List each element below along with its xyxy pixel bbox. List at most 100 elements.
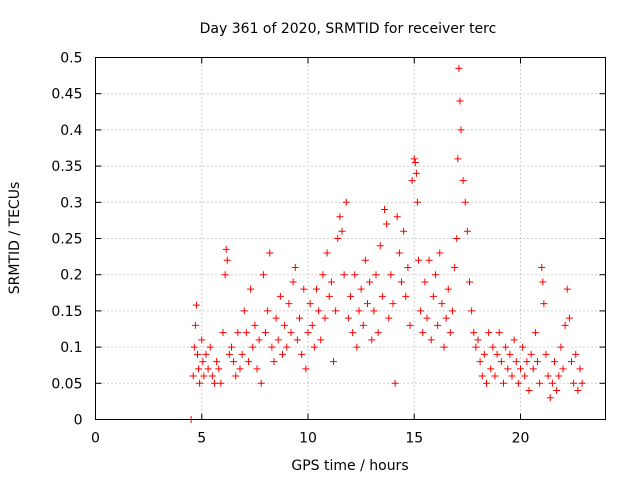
data-point [376, 242, 384, 250]
y-tick-label: 0.35 [51, 159, 82, 175]
data-point [213, 358, 221, 366]
data-point [253, 365, 261, 373]
data-point [245, 358, 252, 366]
data-point [385, 314, 393, 322]
data-point [368, 336, 376, 344]
data-point [281, 321, 289, 329]
data-point [455, 64, 463, 72]
y-tick-label: 0 [74, 413, 83, 429]
data-point [463, 227, 471, 235]
data-point [572, 350, 580, 358]
data-point [410, 155, 418, 163]
data-point [291, 263, 299, 271]
data-point [189, 372, 197, 380]
data-point [249, 343, 257, 351]
data-point [551, 358, 558, 366]
data-point [536, 379, 544, 387]
data-point [423, 314, 431, 322]
data-point [202, 350, 210, 358]
data-point [340, 271, 348, 279]
data-point [454, 155, 462, 163]
data-point [279, 350, 286, 358]
data-point [240, 307, 248, 315]
data-point [510, 336, 518, 344]
data-point [217, 379, 225, 387]
data-point [398, 278, 405, 286]
data-point [264, 307, 272, 315]
x-tick-label: 15 [405, 431, 423, 447]
data-point [236, 365, 244, 373]
data-point [223, 256, 231, 264]
data-point [219, 329, 227, 337]
data-point [327, 278, 335, 286]
data-point [466, 278, 473, 286]
x-tick-labels: 0 5 10 15 20 [91, 431, 529, 447]
data-point [421, 278, 429, 286]
data-point [255, 336, 263, 344]
data-point [370, 307, 378, 315]
data-point [215, 365, 223, 373]
data-point [242, 329, 250, 337]
data-point [330, 358, 337, 366]
data-point [194, 350, 201, 358]
data-point [319, 271, 327, 279]
data-point [548, 379, 556, 387]
data-point [446, 329, 454, 337]
data-point [317, 336, 325, 344]
data-point [512, 358, 520, 366]
data-point [411, 158, 419, 166]
data-point [402, 292, 410, 300]
data-point [413, 198, 421, 206]
data-point [519, 343, 527, 351]
data-point [391, 379, 399, 387]
data-point [285, 300, 293, 308]
data-point [400, 227, 408, 235]
data-point [225, 350, 233, 358]
data-point [436, 249, 444, 257]
data-point [342, 198, 350, 206]
data-point [540, 300, 548, 308]
x-tick-label: 10 [299, 431, 317, 447]
data-point [472, 343, 480, 351]
data-point [539, 278, 547, 286]
data-point [222, 245, 230, 253]
data-point [453, 235, 461, 242]
data-point [442, 314, 450, 322]
data-point [289, 278, 297, 286]
chart-title: Day 361 of 2020, SRMTID for receiver ter… [200, 21, 497, 37]
data-point [432, 271, 439, 279]
data-point [276, 292, 284, 300]
data-point [461, 198, 469, 206]
data-point [419, 329, 427, 337]
data-point [523, 358, 531, 366]
data-point [574, 387, 582, 395]
data-point [468, 307, 476, 315]
data-point [192, 301, 200, 309]
y-tick-label: 0.3 [60, 195, 82, 211]
data-point [349, 329, 357, 337]
data-point [313, 285, 320, 293]
data-point [228, 343, 235, 351]
data-point [308, 321, 316, 329]
data-point [300, 285, 308, 293]
data-point [502, 343, 510, 351]
data-point [508, 372, 516, 380]
data-point [417, 307, 425, 315]
data-point [257, 379, 265, 387]
data-point [497, 358, 505, 366]
x-tick-label: 20 [512, 431, 530, 447]
data-point [238, 350, 246, 358]
data-point [517, 365, 524, 373]
data-point [415, 256, 422, 264]
data-point [315, 307, 323, 315]
data-point [544, 372, 552, 380]
data-point [251, 321, 259, 329]
data-point [372, 271, 380, 279]
plot-frame [95, 57, 606, 420]
data-point [429, 292, 437, 300]
data-point [404, 263, 412, 271]
data-point [483, 379, 490, 387]
x-tick-label: 0 [91, 431, 100, 447]
data-point [304, 329, 312, 337]
